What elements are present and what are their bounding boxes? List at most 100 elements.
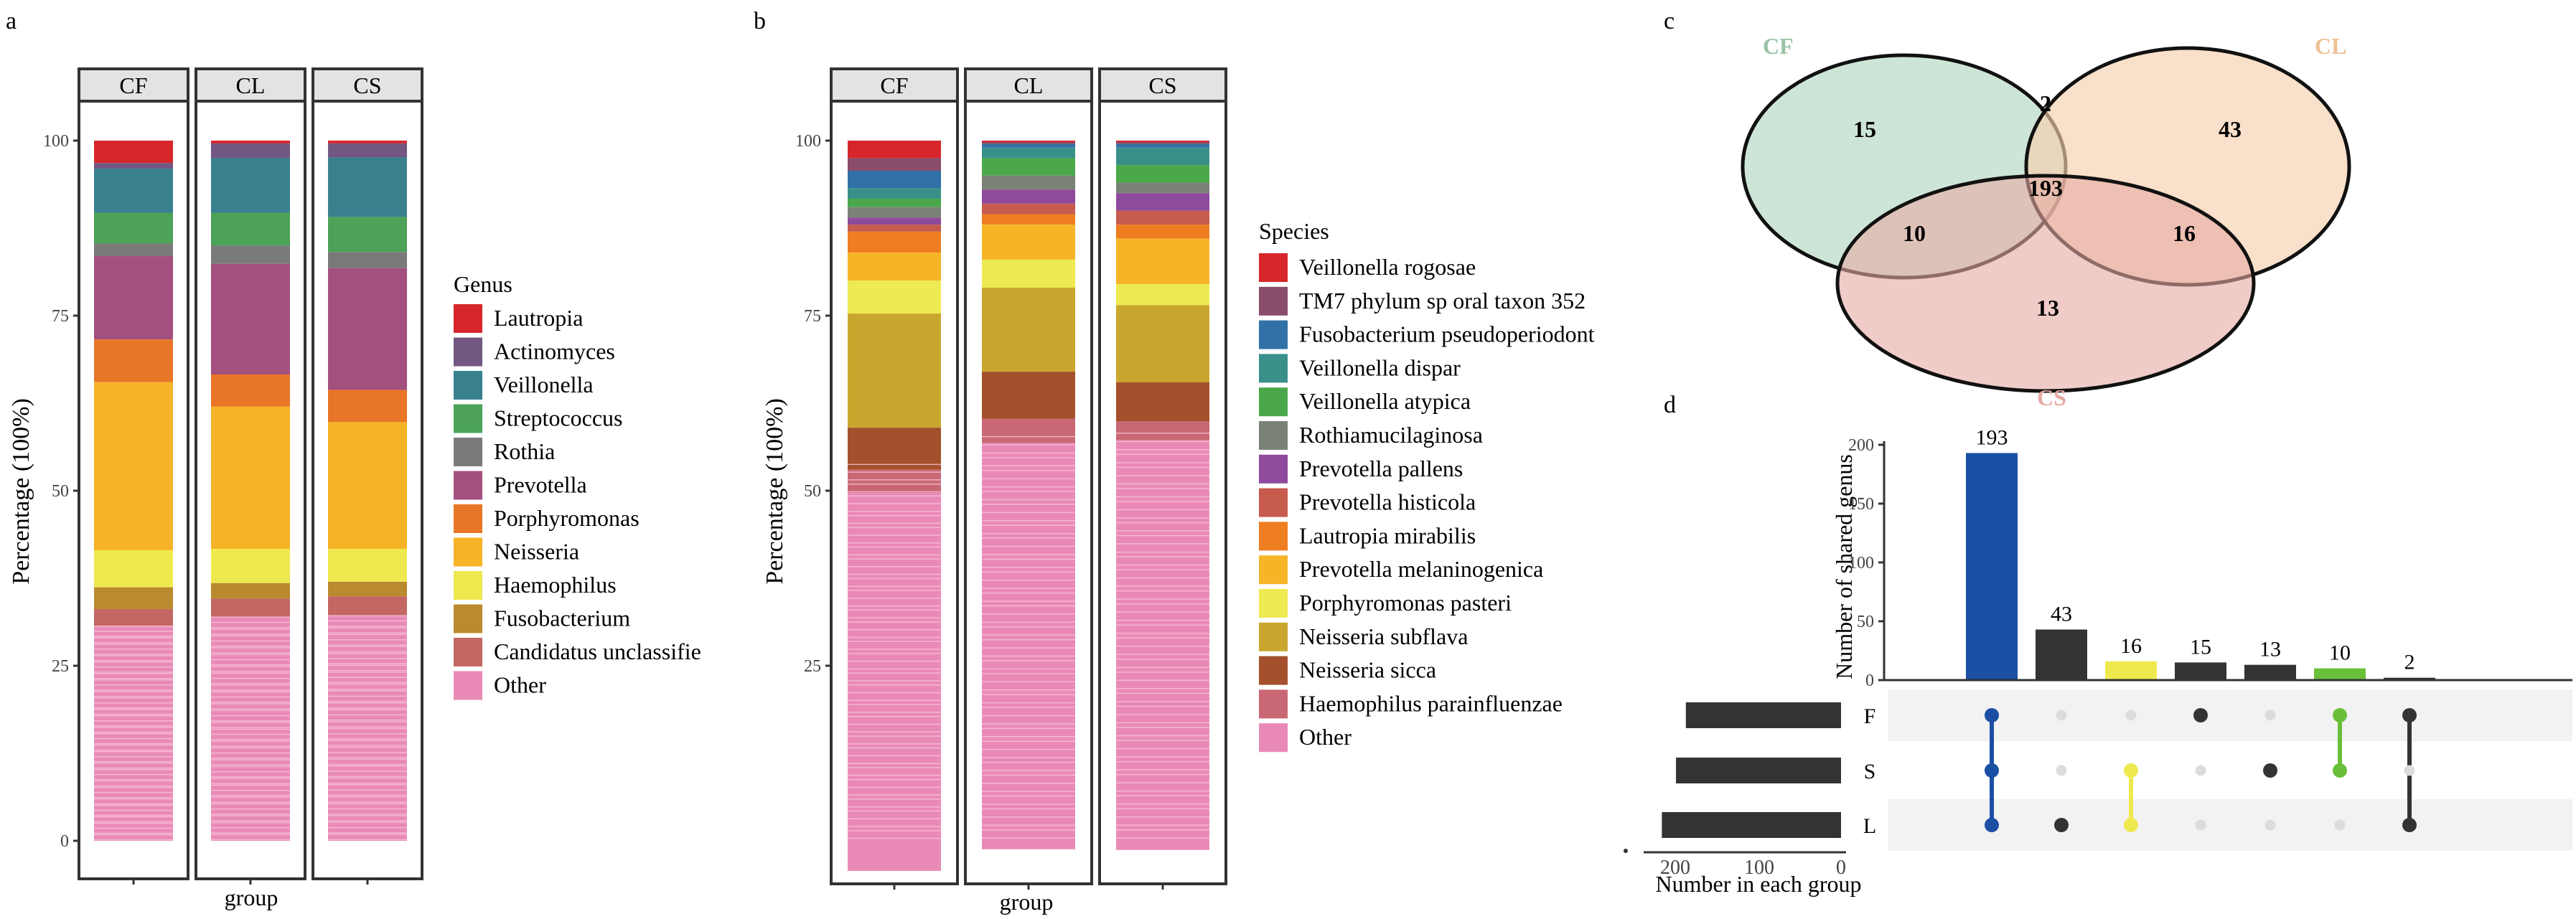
legend-swatch	[1259, 723, 1288, 753]
y-tick-label: 0	[1865, 671, 1874, 690]
facet-strip-label: CL	[1014, 72, 1044, 98]
set-size-bar	[1662, 812, 1841, 838]
bar-segment-lautropia	[328, 141, 407, 143]
matrix-dot	[2402, 818, 2417, 832]
facet-strip-label: CS	[1148, 72, 1176, 98]
genus-legend-title: Genus	[454, 271, 512, 297]
legend-swatch	[454, 438, 482, 466]
bar-segment-veillonella	[211, 158, 290, 213]
bar-segment-veillonella-atypica	[982, 158, 1075, 176]
matrix-row-band	[1888, 799, 2572, 851]
bar-segment-haemophilus-parainfluenzae	[848, 469, 941, 493]
venn-count-cf-cs: 10	[1903, 220, 1926, 246]
bar-segment-prevotella-melaninogenica	[982, 225, 1075, 260]
bar-segment-tm7-phylum-sp-oral-taxon-352	[848, 158, 941, 171]
set-name-label: S	[1864, 760, 1876, 783]
legend-label: Haemophilus parainfluenzae	[1299, 690, 1563, 716]
bar-segment-fusobacterium	[328, 581, 407, 597]
bar-segment-veillonella-rogosae	[982, 141, 1075, 142]
panel-label-b: b	[754, 8, 766, 34]
legend-swatch	[1259, 286, 1288, 316]
y-tick-label: 50	[52, 482, 69, 501]
legend-swatch	[1259, 454, 1288, 484]
intersection-bar-label: 16	[2120, 634, 2142, 658]
bar-segment-prevotella-melaninogenica	[848, 253, 941, 281]
intersection-bar	[2314, 668, 2366, 680]
bar-segment-streptococcus	[94, 212, 173, 244]
legend-swatch	[1259, 689, 1288, 719]
facet-strip-label: CS	[353, 72, 381, 98]
upset-plot: Number of shared genus Number in each gr…	[1624, 425, 2572, 897]
venn-set-cs	[1835, 174, 2256, 393]
y-tick-label: 50	[804, 482, 821, 501]
legend-swatch	[1259, 656, 1288, 685]
legend-label: Neisseria subflava	[1299, 623, 1468, 649]
legend-swatch	[454, 571, 482, 600]
bar-segment-streptococcus	[328, 217, 407, 253]
legend-label: Prevotella pallens	[1299, 456, 1463, 481]
legend-label: Rothia	[494, 438, 555, 464]
y-tick-label: 25	[52, 657, 69, 676]
bar-segment-prevotella	[328, 268, 407, 390]
y-tick-label: 200	[1848, 436, 1874, 455]
bar-segment-lautropia-mirabilis	[848, 231, 941, 253]
matrix-dot	[2334, 819, 2346, 831]
bar-segment-neisseria-sicca	[982, 372, 1075, 419]
bar-segment-other	[982, 443, 1075, 849]
bar-segment-prevotella-pallens	[1116, 193, 1209, 211]
legend-label: Prevotella	[494, 472, 587, 498]
bar-segment-haemophilus	[328, 549, 407, 582]
y-tick-label: 25	[804, 657, 821, 676]
bar-segment-porphyromonas	[211, 374, 290, 407]
genus-xlabel: group	[225, 885, 278, 910]
bar-segment-tm7-phylum-sp-oral-taxon-352	[1116, 141, 1209, 144]
legend-label: Rothiamucilaginosa	[1299, 422, 1483, 448]
bar-segment-prevotella	[94, 256, 173, 340]
intersection-bar-label: 43	[2051, 602, 2072, 626]
legend-swatch	[454, 371, 482, 400]
bar-segment-actinomyces	[211, 143, 290, 159]
legend-label: Actinomyces	[494, 339, 615, 364]
facet-strip-label: CF	[119, 72, 147, 98]
bar-segment-rothia	[211, 245, 290, 264]
bar-segment-fusobacterium	[94, 587, 173, 609]
legend-label: Veillonella rogosae	[1299, 254, 1476, 280]
legend-swatch	[1259, 320, 1288, 349]
set-size-bar	[1676, 758, 1841, 783]
bar-segment-haemophilus	[94, 550, 173, 588]
legend-label: Veillonella atypica	[1299, 388, 1471, 414]
matrix-dot	[2195, 819, 2206, 831]
venn-count-cl-only: 43	[2219, 116, 2242, 142]
bar-segment-other	[1116, 440, 1209, 850]
intersection-bar	[2244, 664, 2296, 680]
venn-count-cs-only: 13	[2036, 295, 2059, 321]
facet-strip	[964, 67, 1093, 103]
bar-segment-porphyromonas	[328, 390, 407, 423]
bar-segment-veillonella-atypica	[1116, 165, 1209, 183]
panel-label-a: a	[6, 8, 17, 34]
genus-ylabel: Percentage (100%)	[8, 398, 34, 585]
bar-segment-prevotella-histicola	[848, 225, 941, 232]
legend-swatch	[454, 471, 482, 500]
intersection-bar	[2105, 661, 2157, 680]
legend-label: Porphyromonas	[494, 505, 640, 531]
bar-segment-porphyromonas-pasteri	[1116, 284, 1209, 306]
bar-segment-rothiamucilaginosa	[848, 207, 941, 218]
bar-segment-prevotella-pallens	[982, 189, 1075, 204]
legend-swatch	[454, 304, 482, 333]
facet-strip-label: CF	[880, 72, 908, 98]
bar-segment-neisseria	[94, 382, 173, 550]
bar-segment-neisseria	[211, 406, 290, 550]
set-size-tick-label: 0	[1836, 857, 1846, 879]
matrix-dot	[2263, 763, 2277, 778]
intersection-bar	[2384, 677, 2435, 680]
legend-label: TM7 phylum sp oral taxon 352	[1299, 288, 1586, 314]
y-tick-label: 75	[804, 307, 821, 326]
bar-segment-veillonella-dispar	[848, 188, 941, 199]
bar-segment-candidatus-unclassifie	[211, 598, 290, 617]
matrix-dot	[2054, 818, 2069, 832]
legend-swatch	[1259, 589, 1288, 618]
legend-label: Neisseria	[494, 539, 579, 565]
matrix-dot	[2195, 765, 2206, 776]
bar-segment-fusobacterium-pseudoperiodont	[982, 143, 1075, 148]
